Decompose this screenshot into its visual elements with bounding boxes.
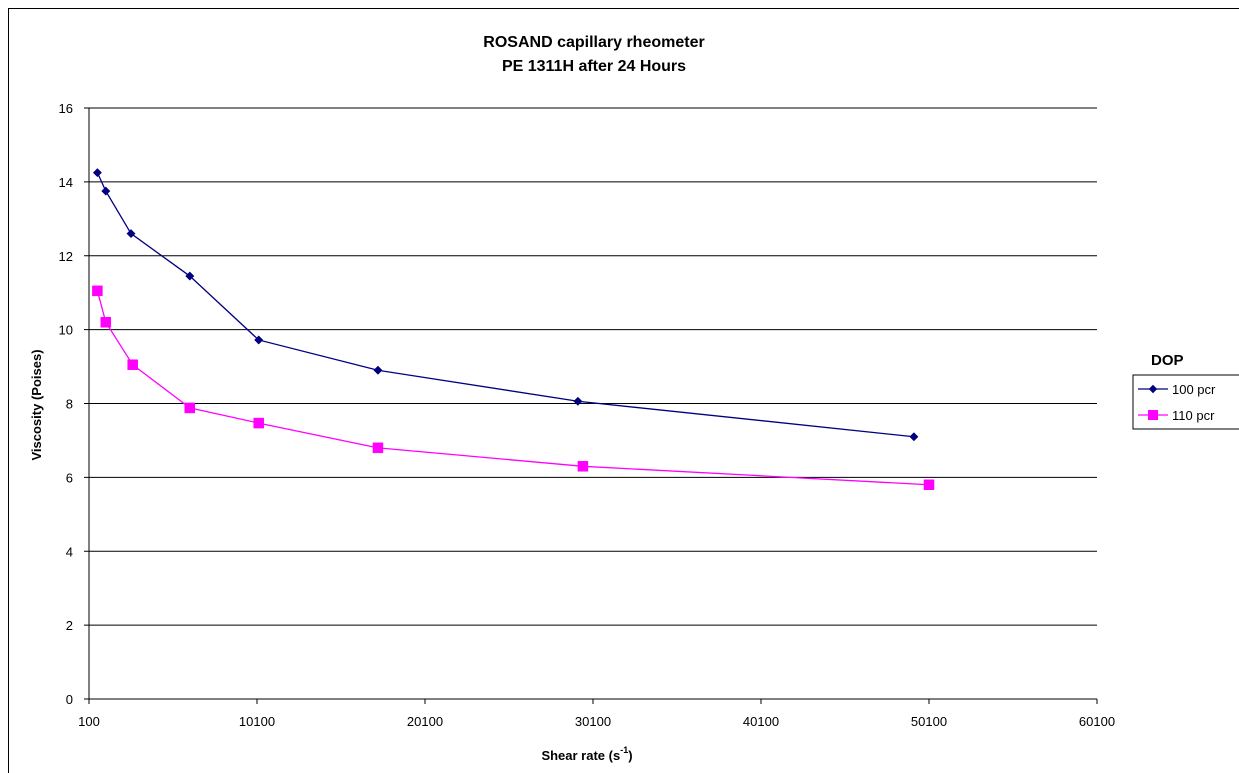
chart-title-line-1: ROSAND capillary rheometer	[483, 34, 704, 51]
point-100-pcr-7	[909, 432, 919, 442]
x-tick-label-30100: 30100	[575, 714, 611, 729]
x-tick-label-100: 100	[78, 714, 100, 729]
y-tick-label-0: 0	[66, 692, 73, 707]
x-tick-label-20100: 20100	[407, 714, 443, 729]
x-tick-label-50100: 50100	[911, 714, 947, 729]
y-tick-label-14: 14	[59, 175, 73, 190]
y-tick-label-4: 4	[66, 544, 73, 559]
y-tick-label-10: 10	[59, 323, 73, 338]
chart-area	[8, 8, 1239, 773]
point-110-pcr-4	[253, 417, 264, 429]
point-100-pcr-2	[126, 229, 136, 239]
point-110-pcr-5	[372, 442, 384, 454]
point-110-pcr-1	[100, 316, 112, 328]
legend-marker-100-pcr	[1148, 384, 1158, 394]
legend-label-100-pcr: 100 pcr	[1172, 382, 1216, 397]
point-110-pcr-7	[923, 479, 935, 491]
point-100-pcr-3	[185, 271, 195, 281]
gridlines	[89, 107, 1097, 626]
x-tick-label-40100: 40100	[743, 714, 779, 729]
x-axis-title-sup: -1	[620, 745, 628, 755]
series-group	[92, 168, 935, 491]
point-100-pcr-0	[92, 168, 102, 178]
y-tick-label-16: 16	[59, 101, 73, 116]
point-100-pcr-4	[254, 335, 264, 345]
chart-title-line-2: PE 1311H after 24 Hours	[502, 58, 686, 75]
point-110-pcr-3	[184, 402, 196, 414]
x-axis-title-main: Shear rate (s	[541, 748, 620, 763]
axes	[84, 107, 1098, 704]
point-110-pcr-0	[92, 285, 103, 297]
y-tick-labels: 0 2 4 6 8 10 12 14 16	[59, 101, 73, 707]
x-axis-title-end: )	[628, 748, 632, 763]
series-line-110-pcr	[96, 290, 930, 486]
y-tick-label-2: 2	[66, 618, 73, 633]
y-tick-label-8: 8	[66, 397, 73, 412]
x-tick-label-10100: 10100	[239, 714, 275, 729]
y-tick-label-12: 12	[59, 249, 73, 264]
legend-label-110-pcr: 110 pcr	[1172, 408, 1215, 423]
point-100-pcr-6	[573, 396, 583, 406]
point-110-pcr-2	[127, 359, 138, 370]
legend: DOP 100 pcr 110 pcr	[1132, 352, 1239, 430]
legend-marker-110-pcr	[1148, 410, 1158, 420]
x-tick-label-60100: 60100	[1079, 714, 1115, 729]
x-tick-labels: 100 10100 20100 30100 40100 50100 60100	[78, 714, 1115, 729]
point-110-pcr-6	[577, 461, 589, 472]
y-tick-label-6: 6	[66, 470, 73, 485]
point-100-pcr-1	[101, 186, 111, 196]
series-line-100-pcr	[96, 172, 914, 438]
x-axis-title: Shear rate (s-1)	[541, 745, 632, 763]
point-100-pcr-5	[373, 365, 383, 375]
y-axis-title: Viscosity (Poises)	[29, 349, 44, 460]
legend-title: DOP	[1151, 352, 1184, 369]
